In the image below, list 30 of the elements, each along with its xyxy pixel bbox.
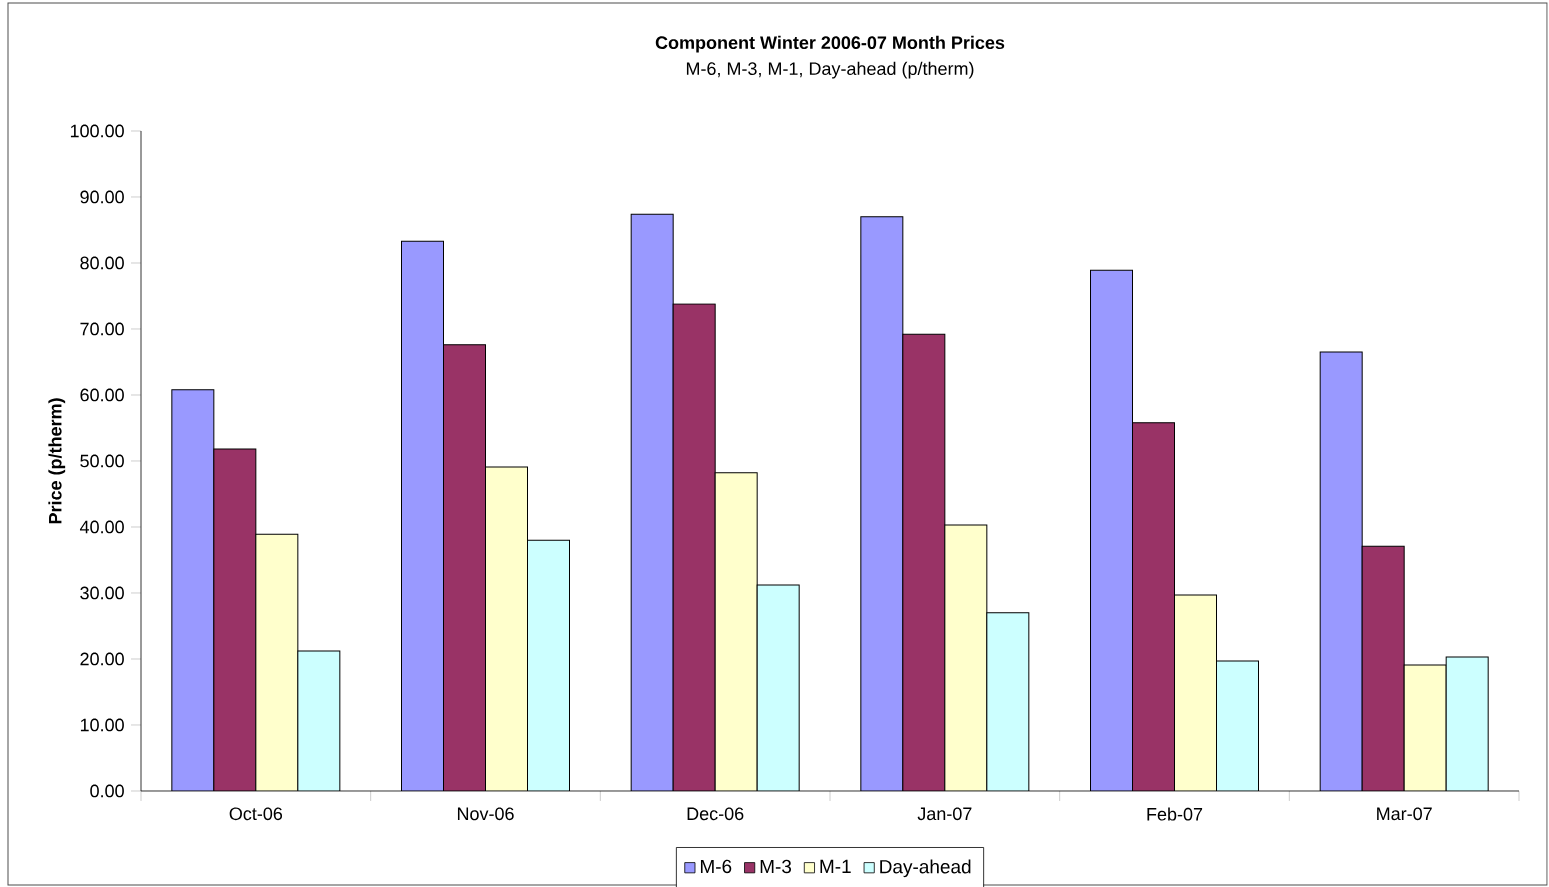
y-tick-label: 20.00 (80, 652, 124, 666)
x-tick-label: Oct-06 (229, 807, 283, 821)
legend-label: M-3 (760, 859, 792, 874)
bar (527, 540, 570, 791)
chart-title: Component Winter 2006-07 Month Prices (655, 35, 1005, 53)
y-tick-label: 80.00 (80, 256, 124, 270)
y-axis-title: Price (p/therm) (48, 398, 66, 524)
y-tick-label: 50.00 (80, 454, 124, 468)
legend-label: M-1 (820, 859, 851, 873)
x-tick-label: Mar-07 (1377, 807, 1432, 821)
y-tick-label: 0.00 (90, 784, 124, 798)
x-tick-label: Feb-07 (1147, 807, 1203, 821)
bar (1216, 660, 1259, 791)
bar (986, 612, 1029, 791)
y-tick-label: 90.00 (80, 190, 124, 204)
y-tick-label: 30.00 (80, 586, 124, 600)
x-tick-label: Dec-06 (687, 807, 744, 821)
y-tick-label: 60.00 (80, 388, 124, 402)
y-tick-label: 40.00 (79, 520, 124, 534)
y-tick-label: 10.00 (80, 718, 124, 732)
x-tick-label: Jan-07 (917, 807, 972, 821)
x-tick-label: Nov-06 (457, 807, 514, 821)
legend-label: Day-ahead (880, 859, 971, 878)
y-tick-label: 70.00 (80, 322, 124, 336)
chart-subtitle: M-6, M-3, M-1, Day-ahead (p/therm) (686, 61, 974, 79)
bar (1445, 656, 1489, 791)
y-tick-label: 100.00 (70, 124, 124, 138)
bar (757, 585, 800, 791)
legend-label: M-6 (700, 859, 732, 874)
bar (297, 651, 340, 791)
